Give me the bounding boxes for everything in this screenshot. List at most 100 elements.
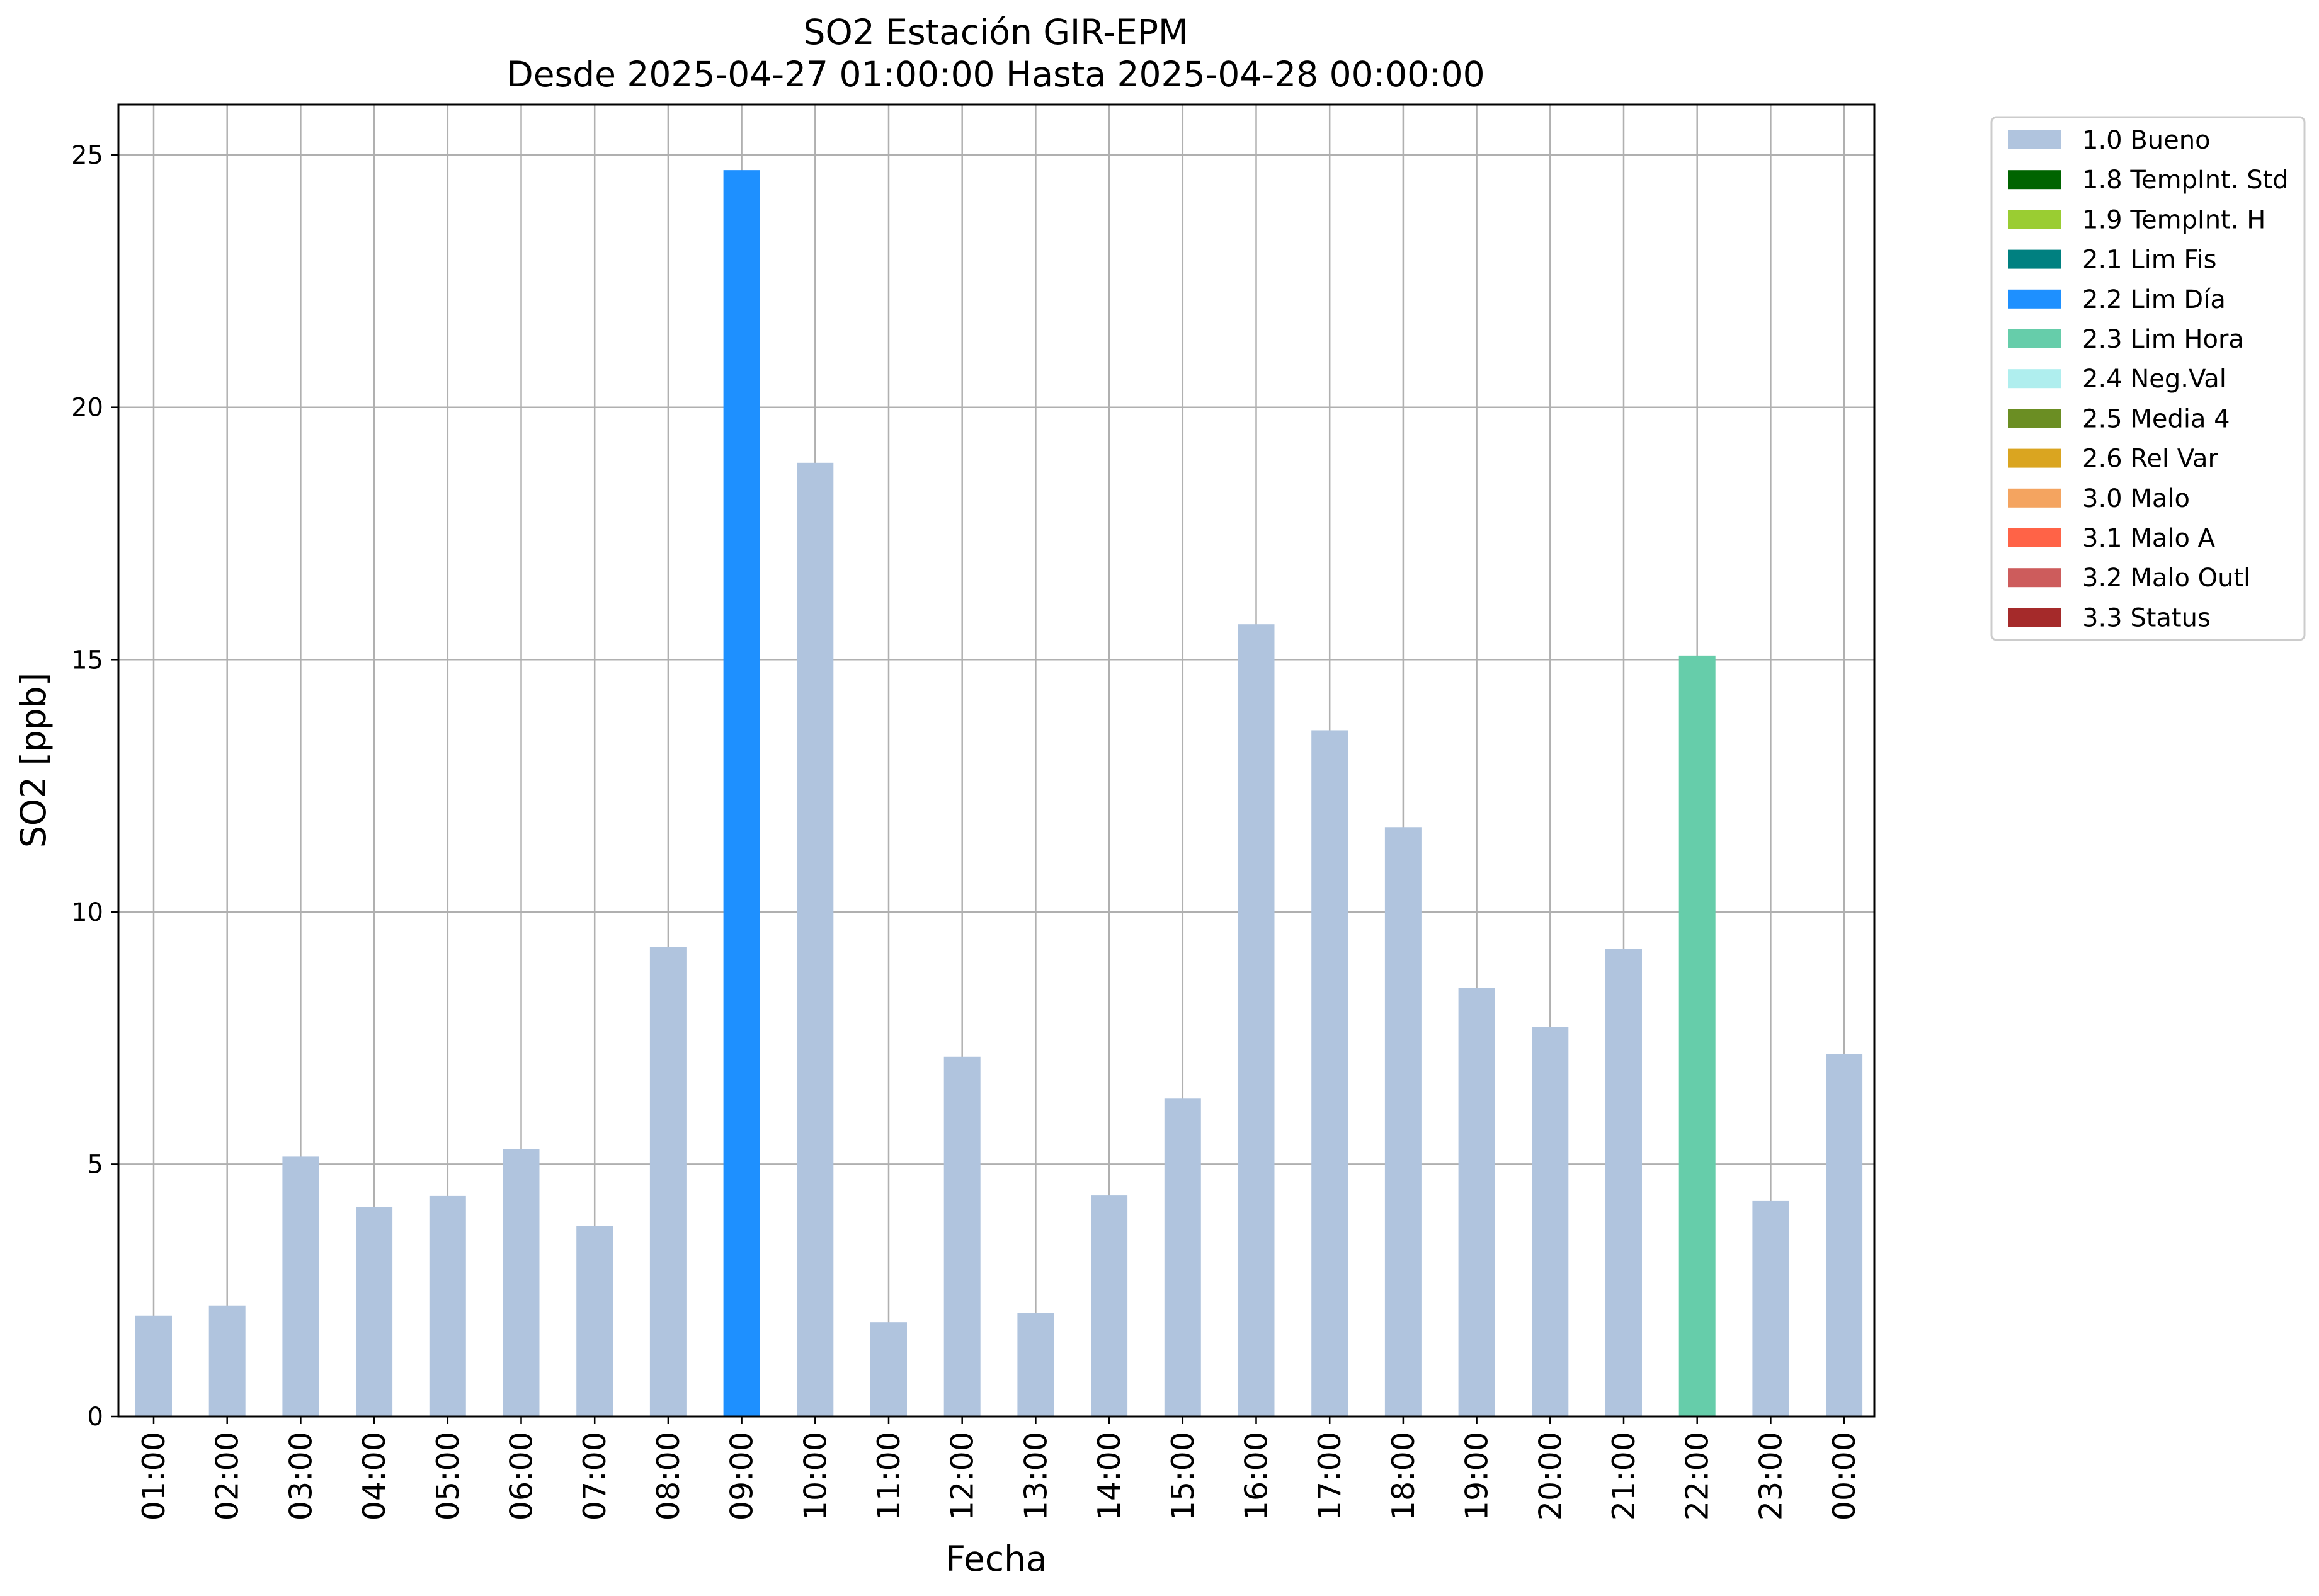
bar-0000 bbox=[1826, 1054, 1863, 1416]
bar-1600 bbox=[1238, 624, 1275, 1416]
legend-label: 3.2 Malo Outl bbox=[2082, 564, 2250, 593]
bar-0100 bbox=[135, 1315, 172, 1416]
x-tick-label: 20:00 bbox=[1532, 1432, 1568, 1520]
bar-1900 bbox=[1458, 988, 1495, 1416]
bar-1100 bbox=[870, 1322, 907, 1416]
legend-item: 2.2 Lim Día bbox=[2008, 285, 2226, 314]
y-tick-label: 25 bbox=[71, 141, 103, 170]
legend-swatch bbox=[2008, 369, 2061, 389]
legend-swatch bbox=[2008, 448, 2061, 468]
legend-item: 1.8 TempInt. Std bbox=[2008, 166, 2289, 195]
legend-label: 2.6 Rel Var bbox=[2082, 445, 2219, 474]
bar-0300 bbox=[282, 1156, 319, 1416]
legend-label: 2.2 Lim Día bbox=[2082, 285, 2226, 314]
legend-swatch bbox=[2008, 289, 2061, 309]
x-tick-label: 10:00 bbox=[797, 1432, 833, 1520]
bar-0400 bbox=[356, 1207, 393, 1416]
bar-1800 bbox=[1384, 827, 1422, 1416]
legend-item: 2.3 Lim Hora bbox=[2008, 325, 2244, 354]
legend-swatch bbox=[2008, 249, 2061, 269]
legend-label: 1.8 TempInt. Std bbox=[2082, 166, 2289, 195]
x-tick-label: 15:00 bbox=[1165, 1432, 1201, 1520]
legend-swatch bbox=[2008, 528, 2061, 547]
x-tick-label: 18:00 bbox=[1386, 1432, 1422, 1520]
bar-0600 bbox=[503, 1149, 540, 1416]
legend-swatch bbox=[2008, 329, 2061, 348]
chart-title: SO2 Estación GIR-EPM bbox=[804, 12, 1188, 52]
legend-label: 3.0 Malo bbox=[2082, 484, 2190, 513]
x-tick-label: 23:00 bbox=[1753, 1432, 1789, 1520]
legend-label: 3.3 Status bbox=[2082, 603, 2211, 632]
bar-2100 bbox=[1605, 949, 1642, 1416]
legend-item: 3.1 Malo A bbox=[2008, 524, 2216, 553]
bar-0700 bbox=[576, 1226, 613, 1416]
bar-2300 bbox=[1752, 1200, 1789, 1416]
legend-swatch bbox=[2008, 130, 2061, 149]
bar-0800 bbox=[649, 947, 687, 1416]
legend-swatch bbox=[2008, 568, 2061, 588]
bar-0500 bbox=[429, 1195, 466, 1416]
x-tick-label: 02:00 bbox=[210, 1432, 246, 1520]
y-axis-ticks: 0 5 10 15 20 25 bbox=[71, 141, 118, 1432]
legend-item: 2.6 Rel Var bbox=[2008, 445, 2219, 474]
x-tick-label: 07:00 bbox=[577, 1432, 613, 1520]
bar-1400 bbox=[1091, 1195, 1128, 1416]
x-tick-label: 12:00 bbox=[945, 1432, 981, 1520]
x-tick-label: 21:00 bbox=[1606, 1432, 1642, 1520]
y-tick-label: 0 bbox=[88, 1403, 103, 1432]
legend-item: 3.0 Malo bbox=[2008, 484, 2190, 513]
legend-swatch bbox=[2008, 608, 2061, 627]
legend-item: 3.3 Status bbox=[2008, 603, 2211, 632]
x-tick-label: 01:00 bbox=[136, 1432, 172, 1520]
x-tick-label: 16:00 bbox=[1239, 1432, 1275, 1520]
legend-item: 1.0 Bueno bbox=[2008, 126, 2211, 155]
legend-label: 2.1 Lim Fis bbox=[2082, 246, 2216, 275]
legend-swatch bbox=[2008, 170, 2061, 190]
x-tick-label: 19:00 bbox=[1459, 1432, 1495, 1520]
bar-1300 bbox=[1017, 1313, 1054, 1416]
bar-0900 bbox=[723, 170, 760, 1416]
legend-label: 2.4 Neg.Val bbox=[2082, 365, 2226, 394]
x-tick-label: 08:00 bbox=[651, 1432, 687, 1520]
legend-swatch bbox=[2008, 409, 2061, 428]
x-tick-label: 13:00 bbox=[1018, 1432, 1054, 1520]
legend-label: 3.1 Malo A bbox=[2082, 524, 2216, 553]
y-tick-label: 15 bbox=[71, 646, 103, 675]
y-tick-label: 10 bbox=[71, 898, 103, 927]
y-axis-label: SO2 [ppb] bbox=[13, 673, 54, 848]
bar-2000 bbox=[1532, 1027, 1569, 1416]
legend: 1.0 Bueno 1.8 TempInt. Std 1.9 TempInt. H 2… bbox=[1990, 116, 2306, 641]
x-axis-label: Fecha bbox=[945, 1539, 1047, 1579]
legend-item: 2.1 Lim Fis bbox=[2008, 246, 2216, 275]
legend-item: 1.9 TempInt. H bbox=[2008, 205, 2265, 234]
x-tick-label: 14:00 bbox=[1091, 1432, 1127, 1520]
x-tick-label: 06:00 bbox=[504, 1432, 540, 1520]
chart-subtitle: Desde 2025-04-27 01:00:00 Hasta 2025-04-… bbox=[506, 54, 1484, 94]
bar-1200 bbox=[943, 1056, 981, 1416]
x-tick-label: 17:00 bbox=[1312, 1432, 1348, 1520]
y-tick-label: 5 bbox=[88, 1150, 103, 1179]
x-axis-ticks: 01:00 02:00 03:00 04:00 05:00 06:00 07:00 08:00… bbox=[136, 1416, 1862, 1520]
plot-frame bbox=[117, 103, 1876, 1418]
x-tick-label: 22:00 bbox=[1680, 1432, 1716, 1520]
legend-label: 1.9 TempInt. H bbox=[2082, 205, 2265, 234]
bar-0200 bbox=[208, 1305, 246, 1416]
x-tick-label: 09:00 bbox=[724, 1432, 760, 1520]
bar-1000 bbox=[797, 462, 834, 1416]
x-tick-label: 04:00 bbox=[356, 1432, 392, 1520]
bar-1700 bbox=[1311, 730, 1348, 1416]
x-tick-label: 00:00 bbox=[1826, 1432, 1862, 1520]
legend-label: 2.5 Media 4 bbox=[2082, 404, 2230, 433]
x-tick-label: 11:00 bbox=[871, 1432, 907, 1520]
legend-item: 2.4 Neg.Val bbox=[2008, 365, 2226, 394]
legend-swatch bbox=[2008, 210, 2061, 229]
x-tick-label: 03:00 bbox=[283, 1432, 319, 1520]
bar-1500 bbox=[1164, 1098, 1201, 1416]
y-tick-label: 20 bbox=[71, 394, 103, 423]
legend-label: 2.3 Lim Hora bbox=[2082, 325, 2244, 354]
bar-2200 bbox=[1678, 655, 1716, 1416]
legend-item: 2.5 Media 4 bbox=[2008, 404, 2230, 433]
legend-label: 1.0 Bueno bbox=[2082, 126, 2211, 155]
x-tick-label: 05:00 bbox=[430, 1432, 466, 1520]
